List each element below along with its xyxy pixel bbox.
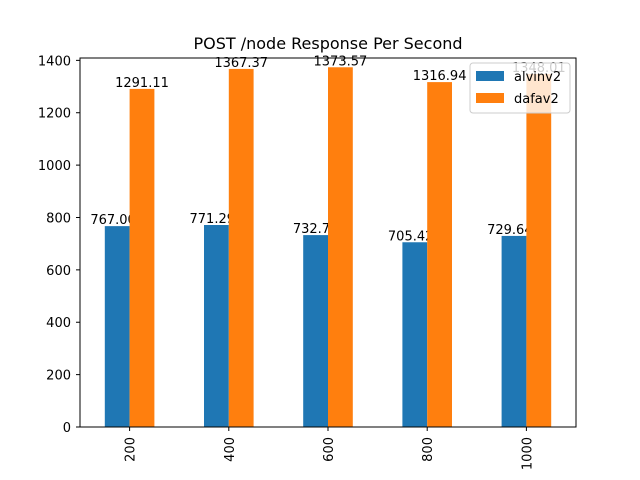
bar-alvinv2-1000: [501, 235, 527, 427]
y-tick-label: 1400: [38, 54, 71, 69]
bar-dafav2-200: [129, 88, 155, 427]
bar-dafav2-800: [427, 82, 452, 427]
x-tick-label: 400: [223, 437, 238, 462]
bar-alvinv2-200: [104, 226, 130, 427]
x-tick-label: 200: [124, 437, 139, 462]
y-tick-label: 200: [46, 369, 71, 384]
chart-title: POST /node Response Per Second: [193, 34, 462, 53]
legend-swatch-alvinv2: [476, 71, 504, 81]
axes-frame: [79, 57, 577, 428]
legend-label: alvinv2: [514, 70, 561, 85]
data-label: 1291.11: [115, 76, 169, 91]
y-tick-label: 0: [63, 421, 71, 436]
x-tick-label: 600: [322, 437, 337, 462]
y-tick-label: 600: [46, 264, 71, 279]
data-label: 1367.37: [214, 56, 268, 71]
bar-dafav2-600: [328, 67, 353, 427]
y-tick-label: 1200: [38, 107, 71, 122]
y-tick-label: 400: [46, 316, 71, 331]
bar-dafav2-400: [228, 68, 254, 427]
x-tick-label: 1000: [520, 437, 535, 470]
bar-alvinv2-800: [402, 242, 428, 427]
data-label: 1316.94: [413, 69, 467, 84]
bar-alvinv2-600: [303, 235, 328, 427]
data-label: 1373.57: [314, 54, 368, 69]
bar-alvinv2-400: [204, 225, 229, 427]
y-tick-label: 1000: [38, 159, 71, 174]
legend: alvinv2 dafav2: [469, 62, 571, 114]
legend-label: dafav2: [514, 92, 559, 107]
legend-swatch-dafav2: [476, 93, 504, 103]
x-tick-label: 800: [421, 437, 436, 462]
bar-dafav2-1000: [526, 73, 552, 427]
data-label: 732.77: [293, 222, 339, 237]
y-tick-label: 800: [46, 211, 71, 226]
